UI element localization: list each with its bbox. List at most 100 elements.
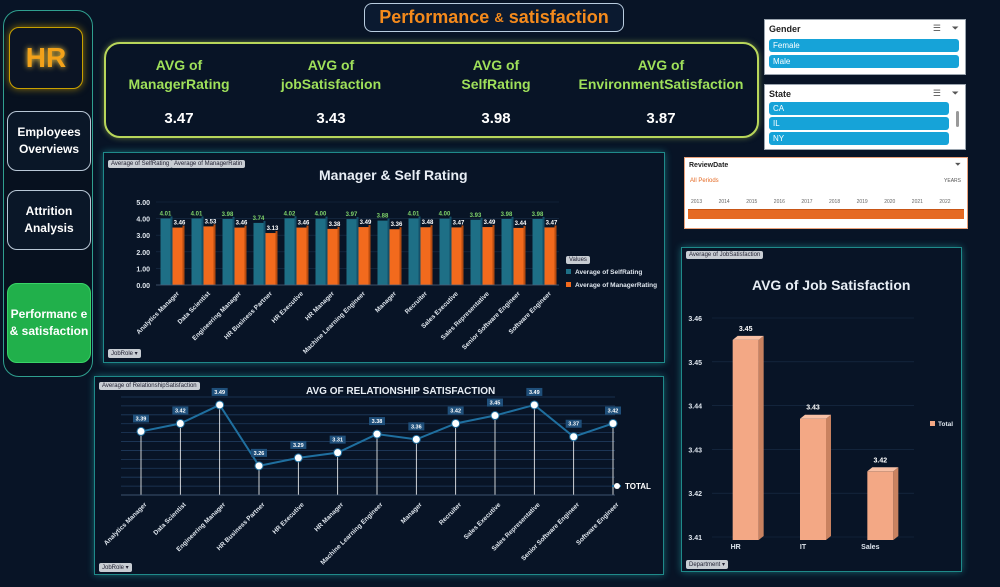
slicer-item-ny[interactable]: NY xyxy=(769,132,949,145)
x-category-label: Machine Learning Engineer xyxy=(302,290,367,355)
manager-rating-label: 3.48 xyxy=(422,220,434,226)
manager-rating-label: 3.49 xyxy=(360,220,372,226)
kpi-environment-satisfaction: AVG of EnvironmentSatisfaction 3.87 xyxy=(571,56,751,127)
slicer-item-ca[interactable]: CA xyxy=(769,102,949,115)
timeline-bar[interactable] xyxy=(688,209,964,219)
x-category-label: HR Manager xyxy=(304,290,336,322)
field-tag[interactable]: Average of SelfRating xyxy=(108,160,173,168)
clear-filter-icon[interactable]: ⏷ xyxy=(951,23,959,33)
manager-rating-label: 3.46 xyxy=(236,221,248,227)
y-tick-label: 3.41 xyxy=(688,535,702,542)
kpi-label: AVG of jobSatisfaction xyxy=(280,57,382,92)
data-point xyxy=(254,461,264,471)
rating-chart: 0.001.002.003.004.005.004.013.46Analytic… xyxy=(135,200,657,355)
data-label-box xyxy=(565,419,582,428)
slicer-item-il[interactable]: IL xyxy=(769,117,949,130)
data-label: 3.42 xyxy=(450,408,461,414)
field-tag[interactable]: Average of ManagerRatin xyxy=(171,160,246,168)
legend-swatch-self xyxy=(566,269,571,274)
data-point xyxy=(490,411,500,421)
manager-rating-bar xyxy=(296,227,307,285)
legend-label: TOTAL xyxy=(625,482,651,491)
self-rating-label: 4.02 xyxy=(284,211,296,217)
relationship-satisfaction-panel: Average of RelationshipSatisfaction AVG … xyxy=(94,376,664,575)
y-tick-label: 3.43 xyxy=(688,447,702,454)
data-label: 3.39 xyxy=(136,416,147,422)
kpi-manager-rating: AVG of ManagerRating 3.47 xyxy=(114,56,244,127)
timeline-year[interactable]: 2018 xyxy=(829,199,841,205)
y-tick-label: 2.00 xyxy=(136,250,150,257)
self-rating-label: 4.01 xyxy=(160,211,172,217)
axis-filter-button[interactable]: JobRole ▾ xyxy=(99,563,132,572)
data-label: 3.45 xyxy=(490,401,501,407)
clear-filter-icon[interactable]: ⏷ xyxy=(951,88,959,98)
nav-employees-overviews[interactable]: Employees Overviews xyxy=(7,111,91,171)
y-tick-label: 3.46 xyxy=(688,316,702,323)
timeline-year[interactable]: 2020 xyxy=(884,199,896,205)
bar-3d-side xyxy=(368,225,371,285)
data-point xyxy=(215,400,225,410)
self-rating-label: 4.01 xyxy=(408,211,420,217)
data-label-box xyxy=(172,406,189,415)
data-label: 3.31 xyxy=(332,438,343,444)
clear-filter-icon[interactable]: ⏷ xyxy=(954,160,961,169)
timeline-level[interactable]: YEARS xyxy=(944,178,961,184)
slicer-item-male[interactable]: Male xyxy=(769,55,959,68)
bar-3d-top xyxy=(800,414,831,419)
bar-3d-side xyxy=(523,225,526,285)
review-date-timeline[interactable]: ReviewDate ⏷ All Periods YEARS 2013 2014 2… xyxy=(684,157,968,229)
self-rating-label: 3.98 xyxy=(222,212,234,218)
multi-select-icon[interactable]: ☰ xyxy=(932,88,941,98)
timeline-year[interactable]: 2021 xyxy=(911,199,923,205)
gender-slicer[interactable]: Gender ☰ ⏷ Female Male xyxy=(764,19,966,75)
axis-filter-button[interactable]: Department ▾ xyxy=(686,560,729,569)
legend-label-manager: Average of ManagerRating xyxy=(575,282,657,289)
self-rating-label: 4.01 xyxy=(191,211,203,217)
kpi-label: AVG of EnvironmentSatisfaction xyxy=(578,57,744,92)
data-label-box xyxy=(447,406,464,415)
manager-rating-bar xyxy=(203,226,214,285)
x-category-label: Senior Software Engineer xyxy=(461,290,522,351)
manager-rating-bar xyxy=(482,227,493,285)
timeline-year[interactable]: 2017 xyxy=(801,199,813,205)
self-rating-bar xyxy=(439,218,450,285)
timeline-year[interactable]: 2016 xyxy=(773,199,785,205)
timeline-year[interactable]: 2015 xyxy=(746,199,758,205)
bar-3d-side xyxy=(213,224,216,285)
timeline-year[interactable]: 2019 xyxy=(856,199,868,205)
self-rating-bar xyxy=(532,218,543,285)
x-category-label: Manager xyxy=(400,501,424,525)
self-rating-label: 3.74 xyxy=(253,216,265,222)
timeline-period: All Periods xyxy=(690,178,719,184)
legend-swatch xyxy=(930,421,935,426)
data-point xyxy=(136,426,146,436)
kpi-value: 3.43 xyxy=(316,110,346,127)
bar-3d-side xyxy=(170,216,173,285)
bar-3d-side xyxy=(337,226,340,285)
field-tag[interactable]: Average of RelationshipSatisfaction xyxy=(99,382,200,390)
data-point xyxy=(608,418,618,428)
chart-title: Manager & Self Rating xyxy=(319,167,468,183)
y-tick-label: 3.00 xyxy=(136,233,150,240)
slicer-scrollbar[interactable] xyxy=(956,111,959,127)
field-tag[interactable]: Average of JobSatisfaction xyxy=(686,251,764,259)
data-label-box xyxy=(408,422,425,431)
data-label: 3.29 xyxy=(293,443,304,449)
data-label-box xyxy=(290,440,307,449)
data-point xyxy=(372,429,382,439)
y-tick-label: 5.00 xyxy=(136,200,150,207)
nav-performance-satisfaction[interactable]: Performanc e & satisfaction xyxy=(7,283,91,363)
timeline-year[interactable]: 2014 xyxy=(718,199,730,205)
slicer-item-female[interactable]: Female xyxy=(769,39,959,52)
timeline-year[interactable]: 2022 xyxy=(939,199,951,205)
nav-attrition-analysis[interactable]: Attrition Analysis xyxy=(7,190,91,250)
legend-title: Values xyxy=(566,256,590,264)
data-point xyxy=(293,453,303,463)
axis-filter-button[interactable]: JobRole ▾ xyxy=(108,349,141,358)
slicer-title: Gender xyxy=(769,24,801,34)
timeline-year[interactable]: 2013 xyxy=(691,199,703,205)
multi-select-icon[interactable]: ☰ xyxy=(932,23,941,33)
manager-rating-label: 3.46 xyxy=(298,221,310,227)
x-category-label: IT xyxy=(800,544,807,551)
state-slicer[interactable]: State ☰ ⏷ CA IL NY xyxy=(764,84,966,150)
